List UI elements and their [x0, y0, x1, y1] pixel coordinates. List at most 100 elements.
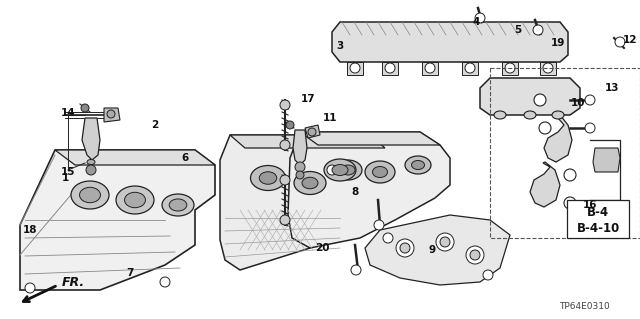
- Polygon shape: [82, 118, 100, 160]
- Circle shape: [440, 237, 450, 247]
- Polygon shape: [347, 62, 363, 75]
- Polygon shape: [332, 22, 568, 62]
- Circle shape: [81, 104, 89, 112]
- Polygon shape: [220, 135, 385, 270]
- Ellipse shape: [162, 194, 194, 216]
- Polygon shape: [293, 130, 307, 165]
- Text: 7: 7: [126, 268, 134, 278]
- Circle shape: [505, 63, 515, 73]
- Circle shape: [280, 175, 290, 185]
- Text: 14: 14: [61, 108, 76, 118]
- Text: 17: 17: [301, 94, 316, 104]
- Circle shape: [534, 94, 546, 106]
- Polygon shape: [300, 132, 440, 145]
- Polygon shape: [422, 62, 438, 75]
- Circle shape: [296, 171, 304, 179]
- Polygon shape: [593, 148, 620, 172]
- Ellipse shape: [324, 159, 356, 181]
- Text: 3: 3: [337, 41, 344, 51]
- Circle shape: [396, 239, 414, 257]
- Circle shape: [533, 25, 543, 35]
- Ellipse shape: [169, 199, 187, 211]
- Text: B-4: B-4: [587, 205, 609, 219]
- Ellipse shape: [405, 156, 431, 174]
- Text: 2: 2: [152, 120, 159, 130]
- Polygon shape: [305, 125, 320, 138]
- Ellipse shape: [332, 165, 348, 175]
- Ellipse shape: [334, 160, 362, 180]
- Text: 18: 18: [23, 225, 37, 235]
- Polygon shape: [288, 132, 450, 248]
- Ellipse shape: [302, 177, 318, 189]
- Text: 13: 13: [605, 83, 620, 93]
- Circle shape: [543, 63, 553, 73]
- Circle shape: [280, 140, 290, 150]
- Ellipse shape: [87, 160, 95, 165]
- Ellipse shape: [341, 165, 355, 175]
- Circle shape: [308, 128, 316, 136]
- Ellipse shape: [250, 166, 285, 190]
- Circle shape: [483, 270, 493, 280]
- Ellipse shape: [494, 111, 506, 119]
- Text: 10: 10: [571, 98, 585, 108]
- Polygon shape: [104, 108, 120, 122]
- Circle shape: [615, 37, 625, 47]
- Circle shape: [160, 277, 170, 287]
- Polygon shape: [365, 215, 510, 285]
- Text: 5: 5: [515, 25, 522, 35]
- Polygon shape: [20, 150, 215, 290]
- Circle shape: [286, 121, 294, 129]
- Circle shape: [585, 95, 595, 105]
- Polygon shape: [230, 135, 385, 148]
- Ellipse shape: [412, 160, 424, 169]
- Circle shape: [475, 13, 485, 23]
- Text: 15: 15: [61, 167, 76, 177]
- Text: 20: 20: [315, 243, 329, 253]
- Circle shape: [585, 123, 595, 133]
- Polygon shape: [382, 62, 398, 75]
- Ellipse shape: [372, 167, 387, 177]
- Text: TP64E0310: TP64E0310: [559, 302, 610, 311]
- Circle shape: [564, 169, 576, 181]
- Ellipse shape: [259, 172, 276, 184]
- Circle shape: [564, 197, 576, 209]
- Ellipse shape: [116, 186, 154, 214]
- Text: B-4-10: B-4-10: [577, 221, 620, 234]
- Polygon shape: [55, 150, 215, 165]
- Ellipse shape: [552, 111, 564, 119]
- Circle shape: [539, 122, 551, 134]
- Ellipse shape: [79, 187, 100, 203]
- Circle shape: [280, 100, 290, 110]
- Circle shape: [436, 233, 454, 251]
- Circle shape: [86, 165, 96, 175]
- Bar: [490, 68, 640, 238]
- Text: 9: 9: [428, 245, 436, 255]
- Circle shape: [470, 250, 480, 260]
- Circle shape: [350, 63, 360, 73]
- Text: 6: 6: [181, 153, 189, 163]
- Circle shape: [383, 233, 393, 243]
- Circle shape: [385, 63, 395, 73]
- Text: 19: 19: [551, 38, 565, 48]
- Circle shape: [466, 246, 484, 264]
- Polygon shape: [462, 62, 478, 75]
- Ellipse shape: [125, 192, 145, 208]
- Polygon shape: [530, 162, 560, 207]
- Text: 1: 1: [61, 173, 68, 183]
- Circle shape: [107, 110, 115, 118]
- Polygon shape: [480, 78, 580, 115]
- Ellipse shape: [71, 181, 109, 209]
- Circle shape: [280, 215, 290, 225]
- Text: 16: 16: [583, 200, 597, 210]
- Ellipse shape: [294, 172, 326, 195]
- Bar: [567, 200, 629, 238]
- Circle shape: [25, 283, 35, 293]
- Circle shape: [374, 220, 384, 230]
- Circle shape: [465, 63, 475, 73]
- Text: 12: 12: [623, 35, 637, 45]
- Ellipse shape: [524, 111, 536, 119]
- Circle shape: [351, 265, 361, 275]
- Circle shape: [400, 243, 410, 253]
- Circle shape: [327, 165, 337, 175]
- Text: 8: 8: [351, 187, 358, 197]
